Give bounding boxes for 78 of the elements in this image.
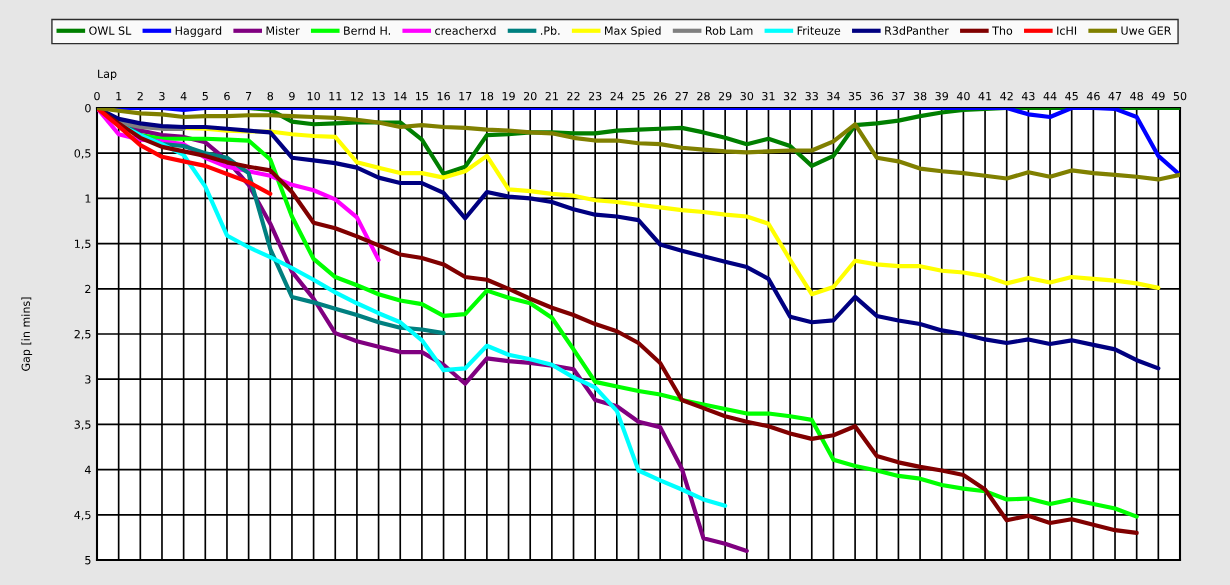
x-tick-label: 30 <box>740 91 754 101</box>
x-tick-label: 19 <box>502 91 515 101</box>
x-tick-label: 49 <box>1151 91 1165 101</box>
y-tick-label: 0,5 <box>74 149 91 159</box>
x-tick-label: 2 <box>137 91 143 101</box>
y-tick-label: 4 <box>84 465 91 474</box>
y-tick-label: 2,5 <box>74 329 91 340</box>
x-tick-label: 34 <box>827 91 840 101</box>
x-tick-label: 27 <box>675 91 688 101</box>
x-tick-label: 47 <box>1108 92 1122 101</box>
x-tick-label: 23 <box>588 91 602 101</box>
y-axis-title: Gap [in mins] <box>21 297 33 371</box>
x-tick-label: 13 <box>372 91 385 101</box>
x-tick-label: 28 <box>697 91 710 101</box>
legend-label: Tho <box>992 26 1013 35</box>
x-tick-label: 21 <box>545 91 558 101</box>
x-tick-label: 33 <box>805 91 818 101</box>
x-tick-label: 26 <box>653 91 667 101</box>
x-tick-label: 39 <box>935 91 949 101</box>
x-tick-label: 35 <box>848 91 862 101</box>
legend-label: Max Spied <box>605 26 661 37</box>
x-tick-label: 16 <box>437 91 450 101</box>
x-tick-label: 44 <box>1043 92 1057 101</box>
x-tick-label: 7 <box>246 92 252 101</box>
x-tick-label: 14 <box>394 92 407 101</box>
x-tick-label: 1 <box>116 92 122 101</box>
y-tick-label: 4,5 <box>74 510 91 521</box>
legend-label: Uwe GER <box>1121 26 1172 35</box>
x-tick-label: 50 <box>1173 91 1187 101</box>
y-tick-label: 5 <box>85 556 91 565</box>
x-tick-label: 6 <box>224 91 230 101</box>
x-tick-label: 29 <box>718 91 732 101</box>
x-tick-label: 48 <box>1130 91 1143 101</box>
x-tick-label: 43 <box>1021 91 1035 101</box>
x-tick-label: 20 <box>523 91 537 101</box>
x-tick-label: 40 <box>956 91 970 101</box>
line-series <box>97 108 273 196</box>
x-tick-label: 45 <box>1065 92 1078 101</box>
x-tick-label: 0 <box>94 91 100 101</box>
x-tick-label: 11 <box>329 92 342 101</box>
x-tick-label: 15 <box>416 92 428 101</box>
x-axis-title: Lap <box>98 69 117 81</box>
legend-label: Mister <box>266 26 300 35</box>
x-tick-label: 22 <box>567 91 580 101</box>
x-tick-label: 38 <box>913 91 927 101</box>
x-tick-label: 24 <box>610 91 624 101</box>
y-tick-label: 1 <box>85 194 91 203</box>
x-tick-label: 31 <box>762 91 775 101</box>
x-tick-label: 18 <box>481 91 494 101</box>
x-tick-label: 37 <box>892 91 905 101</box>
legend-label: IcHI <box>1057 26 1077 35</box>
x-tick-label: 17 <box>459 92 472 101</box>
legend-label: Rob Lam <box>705 26 753 35</box>
x-tick-label: 4 <box>180 92 187 101</box>
x-tick-label: 36 <box>870 91 884 101</box>
x-tick-label: 10 <box>307 91 320 101</box>
x-tick-label: 25 <box>632 91 645 101</box>
x-tick-label: 41 <box>978 92 992 101</box>
legend-label: R3dPanther <box>885 26 949 35</box>
legend-label: Bernd H. <box>344 26 390 35</box>
x-tick-label: 12 <box>351 91 363 101</box>
x-tick-label: 8 <box>267 91 274 101</box>
y-tick-label: 2 <box>85 284 91 294</box>
x-tick-label: 3 <box>159 91 165 101</box>
x-tick-label: 32 <box>783 91 797 101</box>
legend-label: .Pb. <box>541 26 560 35</box>
x-tick-label: 42 <box>1000 91 1013 101</box>
y-tick-label: 3,5 <box>74 420 91 430</box>
x-tick-label: 5 <box>202 92 208 101</box>
legend-label: Friteuze <box>797 26 841 35</box>
legend-label: OWL SL <box>89 26 132 35</box>
legend-label: creacherxd <box>435 26 496 35</box>
y-tick-label: 0 <box>85 103 91 113</box>
y-tick-label: 1,5 <box>74 239 91 250</box>
y-tick-label: 3 <box>85 375 91 384</box>
x-tick-label: 46 <box>1086 91 1100 101</box>
legend-label: Haggard <box>175 26 222 37</box>
x-tick-label: 9 <box>289 91 295 101</box>
